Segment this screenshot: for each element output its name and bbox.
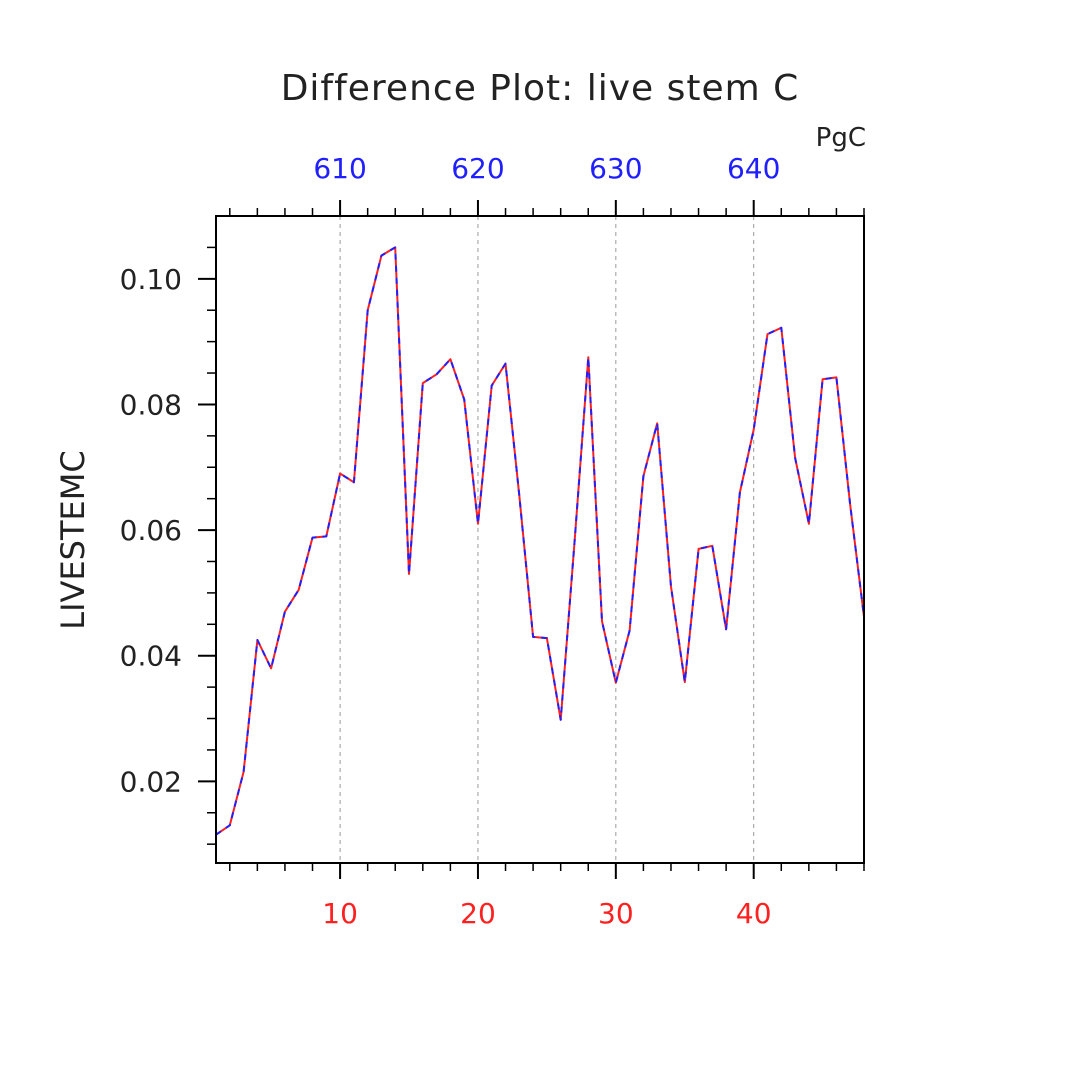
- y-tick-label: 0.06: [120, 514, 182, 547]
- x-top-tick-label: 640: [727, 152, 780, 185]
- x-top-tick-label: 620: [451, 152, 504, 185]
- grid-lines: [339, 216, 755, 863]
- x-top-tick-label: 630: [589, 152, 642, 185]
- x-tick-label: 30: [598, 897, 634, 930]
- x-tick-label: 10: [322, 897, 358, 930]
- chart-title: Difference Plot: live stem C: [281, 68, 800, 109]
- y-tick-label: 0.10: [120, 263, 182, 296]
- series-group: [215, 246, 865, 836]
- units-label: PgC: [816, 123, 866, 153]
- x-tick-label: 20: [460, 897, 496, 930]
- series-line-2: [215, 246, 865, 836]
- y-tick-label: 0.04: [120, 640, 182, 673]
- y-tick-label: 0.08: [120, 388, 182, 421]
- x-top-tick-label: 610: [313, 152, 366, 185]
- y-tick-label: 0.02: [120, 765, 182, 798]
- y-axis-label: LIVESTEMC: [54, 450, 92, 629]
- axes: 10 610 20 620 30 630 40 640 0.02 0.04 0.06 0.08 0.10: [120, 152, 865, 930]
- plot-frame: [215, 215, 865, 864]
- x-tick-label: 40: [736, 897, 772, 930]
- series-line-1: [215, 246, 865, 836]
